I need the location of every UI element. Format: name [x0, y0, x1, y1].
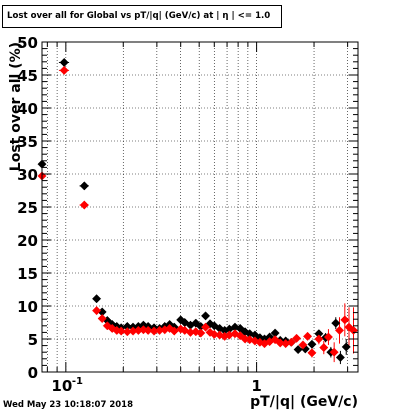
red-data-point — [196, 328, 206, 338]
x-axis-label: pT/|q| (GeV/c) — [250, 394, 358, 410]
y-tick-label: 25 — [17, 199, 38, 217]
y-tick-label: 15 — [17, 265, 38, 283]
y-tick-label: 10 — [17, 298, 38, 316]
black-data-point — [335, 352, 345, 363]
black-data-point — [331, 318, 341, 328]
red-data-point — [143, 325, 153, 335]
black-data-point — [59, 57, 69, 68]
black-data-point — [201, 311, 211, 321]
red-data-point — [59, 65, 69, 75]
chart-title: Lost over all for Global vs pT/|q| (GeV/… — [2, 5, 282, 28]
red-data-point — [314, 334, 324, 344]
y-tick-label: 5 — [28, 331, 38, 349]
y-tick-label: 45 — [17, 67, 38, 85]
red-data-point — [79, 200, 89, 210]
y-tick-label: 35 — [17, 133, 38, 151]
marker-layer — [37, 57, 359, 363]
black-data-point — [92, 294, 102, 304]
x-tick-label-exponent: -1 — [72, 376, 83, 387]
red-data-point — [323, 332, 334, 342]
y-tick-label: 50 — [17, 34, 38, 52]
plot-frame — [41, 41, 359, 373]
red-data-point — [97, 313, 107, 324]
y-tick-label: 0 — [28, 364, 38, 382]
black-data-point — [293, 345, 303, 355]
y-tick-label: 30 — [17, 166, 38, 184]
red-data-point — [340, 315, 350, 325]
x-tick-label: 1 — [251, 377, 261, 395]
red-data-point — [298, 340, 308, 350]
black-data-point — [176, 315, 186, 325]
red-data-point — [209, 329, 219, 339]
black-data-point — [79, 181, 89, 191]
red-data-point — [303, 331, 313, 341]
grid-layer — [42, 41, 358, 373]
y-tick-label: 20 — [17, 232, 38, 250]
red-data-point — [307, 348, 317, 358]
y-axis-label: Lost over all (%) — [8, 42, 24, 171]
red-data-point — [201, 322, 211, 332]
red-data-point — [329, 347, 339, 357]
red-data-point — [286, 337, 296, 347]
x-tick-label: 10 — [51, 377, 72, 395]
error-bar-layer — [41, 59, 355, 365]
black-data-point — [341, 342, 351, 352]
red-data-point — [92, 306, 102, 316]
timestamp-label: Wed May 23 10:18:07 2018 — [3, 400, 134, 410]
black-data-point — [307, 339, 317, 349]
red-data-point — [116, 326, 126, 336]
y-tick-label: 40 — [17, 100, 38, 118]
red-data-point — [275, 338, 285, 348]
red-data-point — [292, 333, 302, 343]
red-data-point — [319, 343, 329, 353]
red-data-point — [334, 325, 345, 335]
red-data-point — [191, 327, 201, 337]
